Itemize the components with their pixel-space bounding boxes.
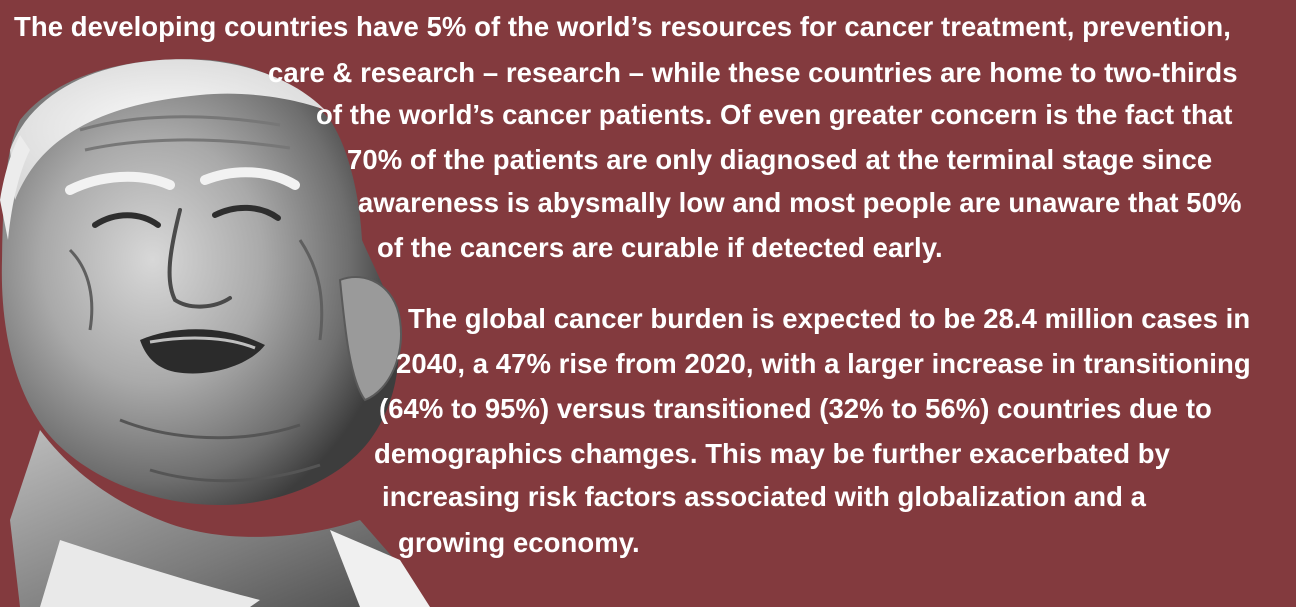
paragraph-1-line-5: awareness is abysmally low and most peop… (358, 187, 1242, 218)
paragraph-1-line-3: of the world’s cancer patients. Of even … (316, 99, 1233, 130)
paragraph-2-line-3: (64% to 95%) versus transitioned (32% to… (379, 393, 1212, 424)
paragraph-2-line-6: growing economy. (398, 527, 640, 558)
paragraph-1-line-1: The developing countries have 5% of the … (14, 11, 1231, 42)
elderly-man-portrait-icon (0, 59, 430, 607)
paragraph-2-line-4: demographics chamges. This may be furthe… (374, 438, 1170, 469)
paragraph-2-line-2: 2040, a 47% rise from 2020, with a large… (396, 348, 1251, 379)
paragraph-1-line-6: of the cancers are curable if detected e… (377, 232, 943, 263)
paragraph-2-line-5: increasing risk factors associated with … (382, 481, 1146, 512)
paragraph-1-line-2: care & research – research – while these… (268, 57, 1238, 88)
paragraph-2-line-1: The global cancer burden is expected to … (408, 303, 1251, 334)
paragraph-1-line-4: 70% of the patients are only diagnosed a… (347, 144, 1213, 175)
